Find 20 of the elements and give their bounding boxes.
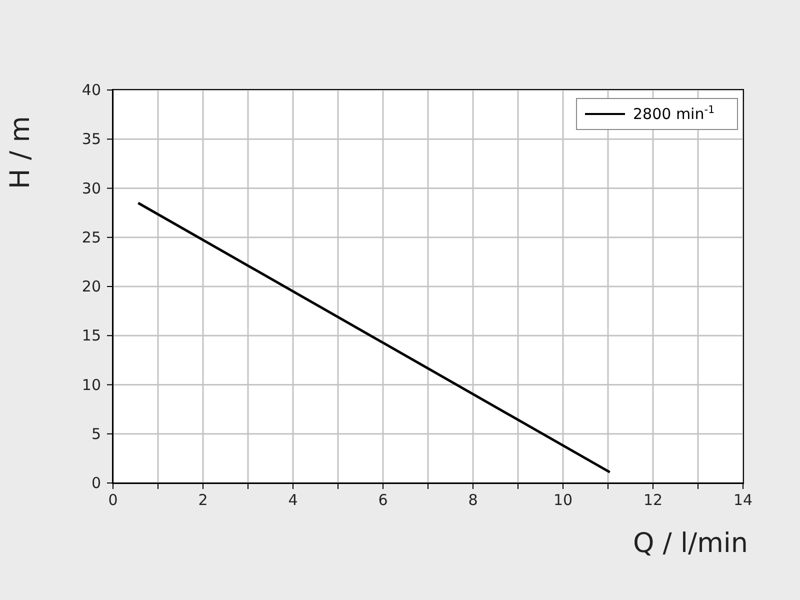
x-axis-title: Q / l/min	[632, 528, 748, 559]
x-tick-label: 0	[108, 491, 118, 509]
y-tick-label: 10	[82, 376, 101, 394]
y-tick-label: 5	[91, 424, 101, 443]
y-axis-title: H / m	[4, 116, 36, 188]
y-tick-label: 30	[82, 179, 101, 198]
x-tick-label: 4	[288, 491, 298, 509]
y-tick-label: 25	[82, 228, 101, 246]
y-tick-label: 35	[82, 130, 101, 148]
y-tick-label: 15	[82, 326, 101, 345]
x-tick-label: 14	[733, 491, 753, 509]
x-tick-label: 10	[553, 491, 573, 509]
x-tick-label: 12	[643, 491, 663, 509]
x-tick-label: 2	[198, 491, 208, 509]
legend-label: 2800 min$^{-1}$	[633, 104, 715, 123]
x-tick-label: 6	[378, 491, 388, 509]
y-tick-label: 20	[82, 278, 101, 296]
x-tick-label: 8	[468, 491, 478, 509]
y-tick-label: 40	[82, 81, 101, 99]
y-tick-label: 0	[91, 474, 101, 492]
